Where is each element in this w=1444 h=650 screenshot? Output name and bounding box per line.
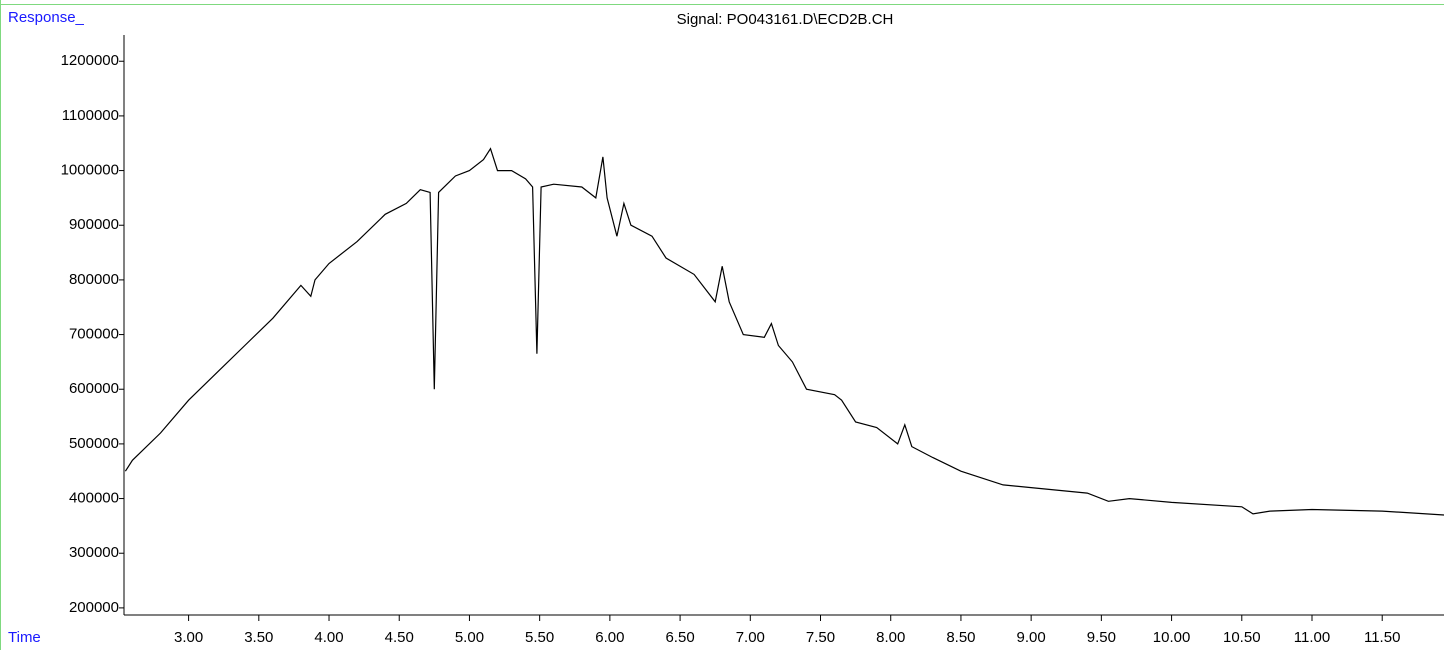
y-tick-label: 800000 [69,271,119,288]
x-tick-label: 11.50 [1364,629,1400,646]
x-tick-label: 4.00 [314,629,343,646]
x-tick-label: 8.00 [876,629,905,646]
x-tick-label: 5.00 [455,629,484,646]
x-tick-label: 7.00 [736,629,765,646]
x-tick-label: 9.50 [1087,629,1116,646]
x-tick-label: 6.50 [665,629,694,646]
x-axis-label: Time [8,629,41,646]
y-tick-label: 1100000 [62,107,119,124]
y-tick-label: 400000 [69,490,119,507]
y-tick-label: 1200000 [61,52,119,69]
y-tick-label: 300000 [69,544,119,561]
y-tick-label: 700000 [69,326,119,343]
x-tick-label: 11.00 [1294,629,1330,646]
x-tick-label: 10.50 [1223,629,1261,646]
x-tick-label: 4.50 [385,629,414,646]
x-tick-label: 6.00 [595,629,624,646]
y-axis-label: Response_ [8,9,85,26]
y-tick-label: 1000000 [61,162,119,179]
x-tick-label: 5.50 [525,629,554,646]
x-tick-label: 3.50 [244,629,273,646]
y-tick-label: 200000 [69,599,119,616]
x-tick-label: 3.00 [174,629,203,646]
x-tick-label: 10.00 [1153,629,1191,646]
y-tick-label: 600000 [69,380,119,397]
y-tick-label: 500000 [69,435,119,452]
signal-line [124,147,1444,516]
x-tick-label: 8.50 [946,629,975,646]
x-tick-label: 9.00 [1017,629,1046,646]
y-tick-label: 900000 [69,216,119,233]
chart-title: Signal: PO043161.D\ECD2B.CH [677,11,894,28]
x-tick-label: 7.50 [806,629,835,646]
